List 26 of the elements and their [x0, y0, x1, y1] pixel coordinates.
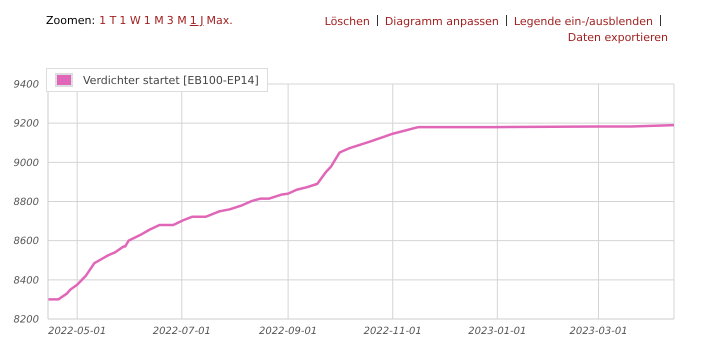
text: 1 W	[119, 14, 141, 27]
text: 1 T	[99, 14, 116, 27]
y-tick-label: 8200	[14, 314, 39, 326]
x-tick-label: 2023-03-01	[569, 326, 628, 338]
y-tick-label: 8400	[14, 275, 39, 286]
x-tick-label: 2022-11-01	[364, 326, 422, 338]
y-tick-label: 9000	[14, 158, 39, 169]
text: Daten exportieren	[568, 31, 668, 44]
text: Zoomen:	[46, 14, 96, 27]
x-tick-label: 2022-09-01	[259, 326, 318, 338]
text: 1 M	[144, 14, 164, 27]
x-tick-label: 2022-07-01	[152, 326, 211, 338]
line-series	[48, 124, 674, 301]
y-tick-label: 9200	[14, 118, 39, 130]
y-tick-label: 9400	[14, 80, 39, 91]
x-tick-label: 2022-05-01	[48, 326, 106, 338]
legend-label: Verdichter startet [EB100-EP14]	[82, 73, 259, 87]
text: Legende ein-/ausblenden	[514, 15, 653, 28]
x-tick-label: 2023-01-01	[468, 326, 526, 338]
text: Diagramm anpassen	[384, 15, 499, 28]
text: Löschen	[324, 15, 370, 28]
text: Max.	[206, 14, 233, 27]
y-tick-label: 8800	[14, 197, 39, 208]
y-tick-label: 8600	[14, 236, 39, 248]
text: 1 J	[190, 14, 204, 27]
text: 3 M	[166, 14, 187, 27]
